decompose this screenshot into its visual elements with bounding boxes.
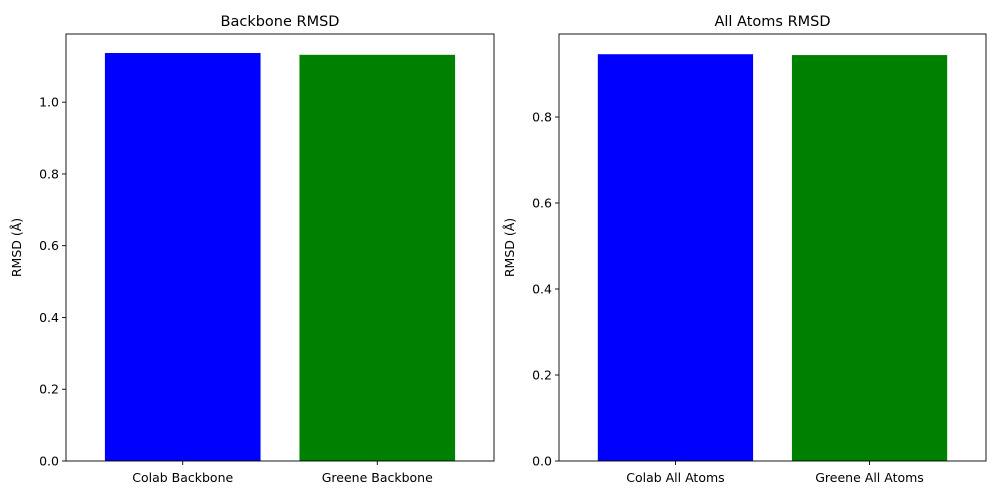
- x-tick-label: Greene All Atoms: [815, 470, 924, 485]
- axes-frame: [558, 33, 987, 462]
- y-tick-label: 0.8: [39, 166, 59, 181]
- y-tick-label: 0.0: [39, 454, 59, 469]
- chart-title: All Atoms RMSD: [714, 14, 830, 30]
- axes-frame: [65, 33, 495, 462]
- y-tick-label: 1.0: [39, 95, 59, 110]
- bar-2-1: [597, 54, 754, 462]
- x-tick-label: Colab All Atoms: [626, 470, 724, 485]
- y-tick-label: 0.2: [39, 382, 59, 397]
- y-axis-label: RMSD (Å): [502, 218, 517, 277]
- y-tick-label: 0.6: [39, 238, 59, 253]
- bar-1-2: [299, 54, 456, 462]
- chart-panel-1: 0.0 0.2 0.4 0.6 0.8 1.0 Colab Backbone Greene B…: [9, 14, 495, 485]
- y-tick-label: 0.8: [532, 109, 552, 124]
- y-tick-label: 0.0: [532, 454, 552, 469]
- y-axis-label: RMSD (Å): [9, 218, 24, 277]
- chart-panel-2: 0.0 0.2 0.4 0.6 0.8 Colab All Atoms Greene All…: [502, 14, 987, 485]
- y-tick-label: 0.6: [532, 195, 552, 210]
- bar-1-1: [104, 53, 261, 462]
- y-tick-label: 0.4: [39, 310, 59, 325]
- x-tick-label: Greene Backbone: [322, 470, 433, 485]
- bar-2-2: [791, 55, 948, 461]
- x-tick-label: Colab Backbone: [132, 470, 233, 485]
- y-tick-label: 0.4: [532, 281, 552, 296]
- y-tick-label: 0.2: [532, 367, 552, 382]
- chart-title: Backbone RMSD: [221, 14, 340, 30]
